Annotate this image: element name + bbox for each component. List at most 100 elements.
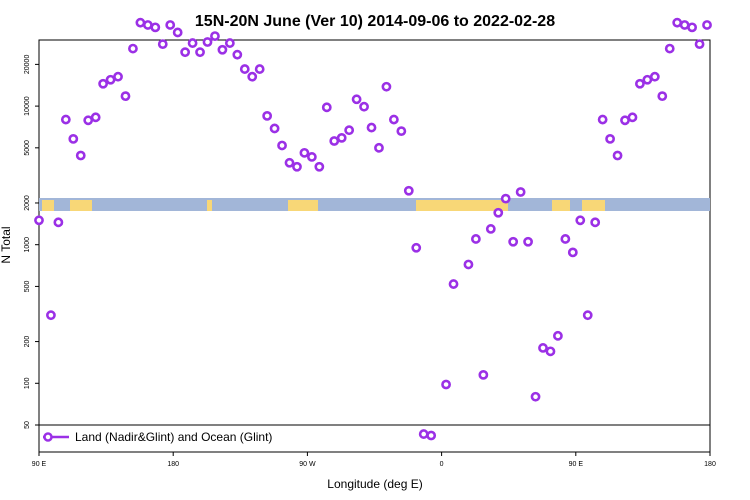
x-axis-ticks: 90 E 180 90 W 0 90 E 180 (32, 452, 716, 468)
data-point (239, 64, 250, 74)
data-point (664, 43, 675, 54)
data-point (463, 259, 474, 270)
map-band (39, 198, 710, 211)
data-point (620, 115, 630, 126)
land-mass (42, 200, 54, 211)
data-point (34, 215, 44, 226)
chart-title: 15N-20N June (Ver 10) 2014-09-06 to 2022… (195, 13, 555, 30)
data-point (210, 31, 220, 41)
data-point (582, 310, 593, 321)
y-tick-label: 2000 (24, 195, 31, 211)
data-point (359, 101, 369, 112)
data-point (284, 157, 295, 168)
data-point (374, 142, 384, 153)
land-mass (416, 200, 508, 211)
data-point (105, 74, 116, 85)
data-point (75, 150, 86, 161)
data-point (493, 207, 504, 218)
y-tick-label: 10000 (24, 96, 31, 116)
data-point (321, 102, 332, 113)
data-point (381, 81, 392, 92)
data-point (642, 74, 653, 85)
data-point (500, 193, 511, 204)
data-point (694, 39, 705, 50)
data-point (515, 187, 526, 197)
y-tick-label: 1000 (24, 237, 31, 253)
data-point (128, 43, 138, 54)
data-point (232, 49, 243, 60)
data-point (165, 20, 176, 30)
data-point (202, 37, 213, 47)
data-point (224, 38, 235, 48)
data-point (217, 44, 228, 55)
land-mass (552, 200, 570, 211)
data-point (485, 224, 496, 234)
land-mass (207, 200, 212, 211)
data-point (411, 242, 422, 253)
data-point (187, 38, 198, 48)
legend: Land (Nadir&Glint) and Ocean (Glint) (43, 430, 272, 444)
y-axis-ticks: 50 100 200 500 1000 2000 5000 10000 20000 (24, 55, 39, 429)
x-tick-label: 0 (440, 461, 444, 468)
data-point (478, 369, 489, 380)
legend-label: Land (Nadir&Glint) and Ocean (Glint) (75, 430, 272, 444)
data-point (98, 78, 109, 89)
data-point (344, 125, 355, 136)
data-point (605, 133, 615, 144)
x-tick-label: 90 E (32, 461, 47, 468)
data-point (351, 94, 362, 105)
legend-marker (43, 432, 53, 442)
data-point (560, 234, 571, 244)
data-point (254, 64, 265, 74)
data-point (612, 150, 623, 161)
data-point (68, 133, 79, 144)
data-point (470, 234, 481, 244)
plot-frame (38, 39, 711, 453)
data-point (403, 185, 414, 196)
y-axis-label: N Total (0, 226, 13, 263)
data-point (575, 215, 586, 226)
data-point (657, 91, 668, 102)
data-point (195, 47, 205, 58)
data-point (418, 429, 429, 439)
data-point (530, 391, 541, 402)
data-point (314, 161, 325, 172)
data-point (90, 112, 101, 123)
x-tick-label: 180 (167, 461, 179, 468)
data-point (60, 114, 71, 125)
data-point (523, 236, 533, 247)
data-point (329, 136, 340, 146)
data-point (679, 20, 690, 30)
data-point (142, 20, 153, 30)
data-point (649, 71, 660, 82)
y-tick-label: 50 (24, 421, 31, 429)
data-point (336, 132, 347, 143)
y-tick-label: 5000 (24, 140, 31, 156)
land-mass (288, 200, 318, 211)
data-point (702, 20, 712, 30)
data-point (545, 346, 556, 357)
data-point (508, 236, 519, 247)
data-point (448, 279, 459, 289)
data-point (292, 161, 302, 172)
data-point (135, 17, 146, 28)
data-point (388, 114, 399, 125)
data-point (627, 112, 638, 123)
data-point (247, 71, 258, 82)
data-point (53, 217, 64, 228)
data-point (120, 91, 131, 102)
data-point (299, 147, 310, 158)
data-point (157, 39, 168, 50)
data-point (150, 22, 161, 33)
x-axis-label: Longitude (deg E) (327, 477, 422, 491)
x-tick-label: 180 (704, 461, 716, 468)
data-point (180, 47, 191, 58)
x-tick-label: 90 W (299, 461, 316, 468)
land-mass (70, 200, 92, 211)
ocean-band (39, 198, 710, 211)
data-point (172, 27, 183, 38)
data-point (269, 123, 280, 134)
data-point (597, 114, 608, 125)
land-mass (582, 200, 605, 211)
data-point (441, 379, 451, 390)
